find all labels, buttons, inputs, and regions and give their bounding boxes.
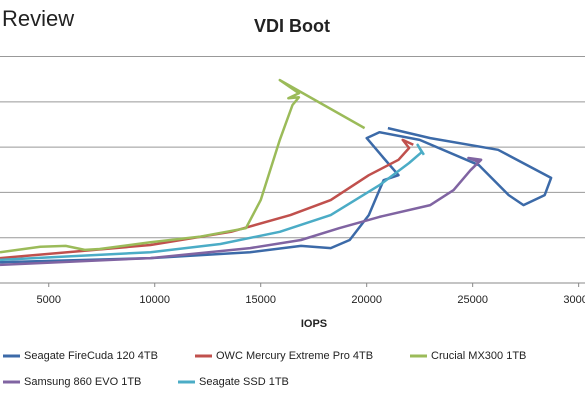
x-tick-label: 15000 [245,294,276,306]
series-line [0,138,414,260]
x-tick-label: 30000 [563,294,585,306]
series-line [0,156,483,267]
x-axis-label: IOPS [301,318,327,330]
legend-label: Samsung 860 EVO 1TB [24,376,141,388]
x-tick-label: 20000 [351,294,382,306]
legend-label: Crucial MX300 1TB [431,350,526,362]
x-tick-label: 10000 [139,294,170,306]
chart-title: VDI Boot [254,16,330,36]
series-line [0,78,366,254]
x-tick-label: 25000 [457,294,488,306]
series-line [0,126,553,264]
x-tick-label: 5000 [37,294,61,306]
legend-label: Seagate FireCuda 120 4TB [24,350,158,362]
legend-label: Seagate SSD 1TB [199,376,289,388]
legend-label: OWC Mercury Extreme Pro 4TB [216,350,373,362]
series-line [0,143,425,262]
brand: Review [2,6,74,31]
